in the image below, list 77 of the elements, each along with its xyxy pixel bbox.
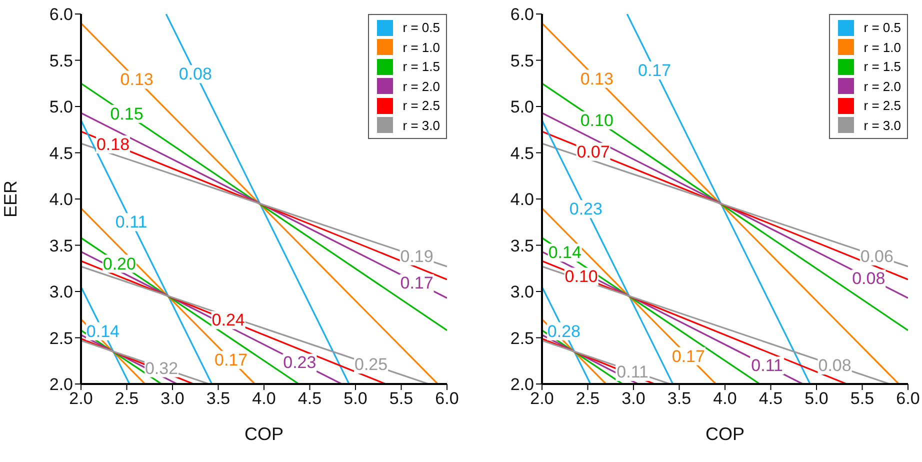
x-tick-label: 6.0 bbox=[896, 389, 920, 408]
x-tick-label: 2.5 bbox=[576, 389, 600, 408]
legend-label: r = 1.0 bbox=[864, 38, 901, 56]
y-tick-label: 4.0 bbox=[510, 190, 534, 210]
annotation: 0.14 bbox=[548, 243, 582, 262]
annotation: 0.23 bbox=[283, 353, 316, 372]
annotation: 0.11 bbox=[616, 362, 648, 382]
x-tick-label: 2.0 bbox=[69, 389, 93, 408]
y-tick-label: 5.5 bbox=[49, 51, 73, 70]
y-tick-label: 4.5 bbox=[49, 144, 73, 163]
y-tick-label: 4.0 bbox=[49, 190, 73, 210]
y-tick-label: 4.5 bbox=[510, 144, 534, 163]
annotation: 0.23 bbox=[569, 200, 602, 219]
x-tick-label: 4.0 bbox=[252, 389, 276, 408]
x-tick-label: 3.5 bbox=[206, 389, 230, 408]
x-tick-label: 4.5 bbox=[758, 389, 783, 408]
annotation: 0.24 bbox=[212, 310, 245, 330]
annotation: 0.10 bbox=[580, 110, 614, 130]
x-axis-title: COP bbox=[244, 424, 284, 444]
legend-label: r = 2.0 bbox=[402, 78, 440, 96]
x-tick-label: 6.0 bbox=[435, 389, 459, 408]
x-tick-label: 5.0 bbox=[344, 389, 368, 408]
annotation: 0.32 bbox=[144, 358, 178, 378]
x-tick-label: 3.5 bbox=[667, 389, 692, 408]
annotation: 0.14 bbox=[86, 322, 120, 341]
annotation: 0.08 bbox=[818, 356, 852, 375]
y-axis-title: EER bbox=[0, 180, 20, 218]
annotation: 0.13 bbox=[120, 70, 154, 90]
legend-label: r = 2.0 bbox=[864, 78, 901, 96]
x-tick-label: 3.0 bbox=[160, 389, 184, 408]
annotation: 0.17 bbox=[400, 274, 434, 293]
legend-label: r = 1.5 bbox=[402, 58, 440, 76]
x-tick-label: 3.0 bbox=[622, 389, 646, 408]
x-tick-label: 4.5 bbox=[298, 389, 322, 408]
legend-label: r = 2.5 bbox=[864, 97, 901, 115]
legend-label: r = 3.0 bbox=[864, 116, 901, 134]
x-axis-title: COP bbox=[705, 424, 745, 444]
annotation: 0.28 bbox=[547, 322, 581, 341]
legend-label: r = 0.5 bbox=[864, 19, 901, 37]
x-tick-label: 5.5 bbox=[389, 389, 414, 408]
annotation: 0.07 bbox=[576, 142, 610, 162]
legend-label: r = 1.5 bbox=[864, 58, 901, 76]
y-tick-label: 3.0 bbox=[49, 282, 73, 302]
y-tick-label: 5.0 bbox=[49, 98, 73, 117]
legend-label: r = 0.5 bbox=[402, 19, 440, 37]
annotation: 0.10 bbox=[564, 267, 598, 286]
annotation: 0.18 bbox=[96, 134, 130, 154]
y-tick-label: 6.0 bbox=[49, 5, 73, 24]
y-tick-label: 2.5 bbox=[49, 328, 73, 348]
y-tick-label: 3.5 bbox=[49, 236, 73, 256]
annotation: 0.08 bbox=[178, 64, 212, 84]
x-tick-label: 4.0 bbox=[713, 389, 737, 408]
annotation: 0.17 bbox=[214, 350, 248, 370]
y-tick-label: 5.5 bbox=[510, 51, 534, 70]
legend-label: r = 1.0 bbox=[402, 38, 440, 56]
y-tick-label: 6.0 bbox=[510, 5, 534, 24]
annotation: 0.11 bbox=[115, 212, 148, 232]
legend-label: r = 2.5 bbox=[402, 97, 440, 115]
x-tick-label: 5.5 bbox=[850, 389, 874, 408]
annotation: 0.17 bbox=[638, 60, 672, 80]
y-tick-label: 3.0 bbox=[510, 282, 534, 302]
annotation: 0.19 bbox=[400, 246, 434, 266]
y-tick-label: 3.5 bbox=[510, 236, 534, 256]
annotation: 0.20 bbox=[102, 254, 136, 274]
legend-label: r = 3.0 bbox=[402, 116, 440, 134]
annotation: 0.13 bbox=[580, 69, 614, 88]
annotation: 0.06 bbox=[860, 246, 894, 266]
annotation: 0.15 bbox=[110, 104, 144, 124]
x-tick-label: 5.0 bbox=[804, 389, 828, 408]
annotation: 0.08 bbox=[852, 269, 886, 288]
y-tick-label: 2.5 bbox=[510, 328, 534, 348]
x-tick-label: 2.5 bbox=[114, 389, 139, 408]
annotation: 0.17 bbox=[672, 346, 705, 366]
annotation: 0.25 bbox=[354, 355, 388, 374]
annotation: 0.11 bbox=[751, 356, 784, 375]
x-tick-label: 2.0 bbox=[530, 389, 554, 408]
y-tick-label: 5.0 bbox=[510, 98, 534, 117]
